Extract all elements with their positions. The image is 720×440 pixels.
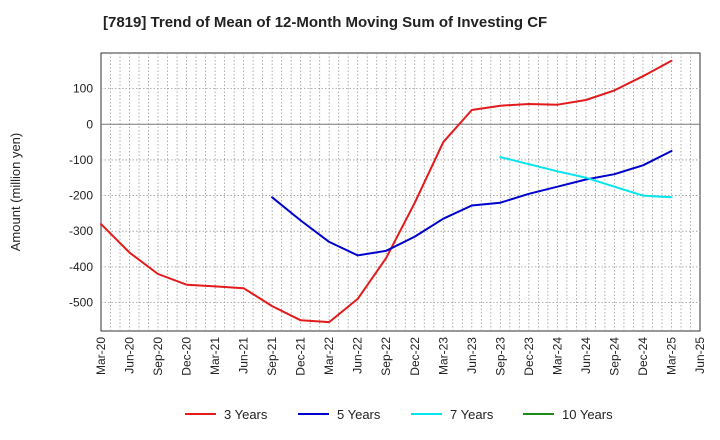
- x-tick-label: Dec-24: [636, 337, 650, 376]
- x-tick-label: Mar-20: [94, 337, 108, 375]
- y-tick-label: -200: [69, 189, 93, 203]
- x-tick-label: Dec-21: [294, 337, 308, 376]
- x-tick-label: Jun-24: [579, 337, 593, 374]
- x-tick-label: Sep-21: [265, 337, 279, 376]
- legend-label: 10 Years: [562, 407, 613, 422]
- x-tick-label: Sep-20: [151, 337, 165, 376]
- x-tick-label: Dec-20: [180, 337, 194, 376]
- y-tick-label: 100: [73, 82, 93, 96]
- plot-area: [100, 52, 701, 332]
- y-tick-label: -500: [69, 295, 93, 309]
- series-line-7-years: [499, 156, 673, 199]
- x-tick-label: Jun-22: [351, 337, 365, 374]
- x-tick-label: Jun-20: [123, 337, 137, 374]
- x-tick-label: Jun-25: [693, 337, 707, 374]
- x-tick-label: Dec-22: [408, 337, 422, 376]
- series-line-3-years: [100, 59, 673, 324]
- x-tick-label: Mar-22: [322, 337, 336, 375]
- x-tick-label: Mar-23: [436, 337, 450, 375]
- legend-label: 3 Years: [224, 407, 268, 422]
- x-tick-label: Jun-23: [465, 337, 479, 374]
- legend-label: 5 Years: [337, 407, 381, 422]
- series-line-5-years: [271, 150, 673, 257]
- x-tick-label: Dec-23: [522, 337, 536, 376]
- x-tick-label: Jun-21: [237, 337, 251, 374]
- y-tick-label: -300: [69, 224, 93, 238]
- x-tick-label: Mar-25: [664, 337, 678, 375]
- y-axis-label: Amount (million yen): [8, 133, 23, 252]
- legend-label: 7 Years: [450, 407, 494, 422]
- x-tick-label: Sep-23: [493, 337, 507, 376]
- x-tick-label: Mar-21: [208, 337, 222, 375]
- y-tick-label: -100: [69, 153, 93, 167]
- y-tick-label: 0: [86, 117, 93, 131]
- x-tick-label: Mar-24: [550, 337, 564, 375]
- y-tick-label: -400: [69, 260, 93, 274]
- chart-title: [7819] Trend of Mean of 12-Month Moving …: [103, 14, 548, 31]
- x-tick-label: Sep-24: [607, 337, 621, 376]
- x-tick-label: Sep-22: [379, 337, 393, 376]
